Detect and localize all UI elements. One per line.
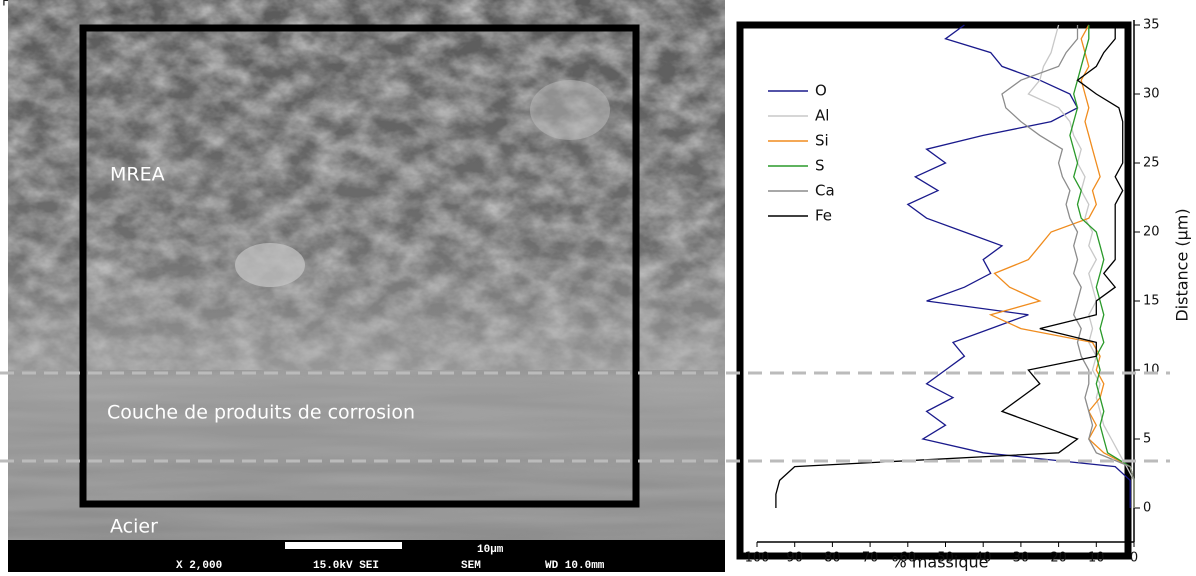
y-tick-label: 10 xyxy=(1143,363,1160,378)
x-tick-label: 100 xyxy=(745,551,770,566)
profile-line xyxy=(1001,25,1135,508)
y-tick-label: 15 xyxy=(1143,294,1160,309)
legend-label: S xyxy=(815,157,825,175)
legend-label: O xyxy=(815,82,827,100)
info-text: SEM xyxy=(461,560,481,572)
y-tick-label: 35 xyxy=(1143,18,1160,33)
legend-label: Fe xyxy=(815,207,832,225)
x-tick-label: 10 xyxy=(1088,551,1105,566)
region-label: Couche de produits de corrosion xyxy=(107,402,415,424)
profile-line xyxy=(1069,25,1135,508)
y-tick-label: 20 xyxy=(1143,225,1160,240)
y-axis-label: Distance (µm) xyxy=(1173,208,1192,321)
profile-line xyxy=(988,24,1135,508)
y-tick-label: 5 xyxy=(1143,432,1151,447)
sem-image: MREA Couche de produits de corrosion Aci… xyxy=(8,0,725,572)
info-text: WD 10.0mm xyxy=(545,560,605,572)
chart-frame xyxy=(736,21,1132,560)
profile-line xyxy=(775,25,1124,508)
x-tick-label: 80 xyxy=(824,551,841,566)
info-text: 15.0kV SEI xyxy=(313,560,379,572)
region-label: Acier xyxy=(110,516,158,538)
x-tick-label: 0 xyxy=(1130,551,1138,566)
info-text: X 2,000 xyxy=(176,560,222,572)
x-tick-label: 40 xyxy=(975,551,992,566)
x-tick-label: 90 xyxy=(786,551,803,566)
scale-text: 10µm xyxy=(477,544,504,556)
legend-label: Si xyxy=(815,132,829,150)
region-label: MREA xyxy=(110,164,165,186)
y-tick-label: 25 xyxy=(1143,156,1160,171)
x-tick-label: 70 xyxy=(862,551,879,566)
legend-label: Ca xyxy=(815,182,835,200)
x-tick-label: 20 xyxy=(1050,551,1067,566)
x-axis-label: % massique xyxy=(892,553,989,572)
x-tick-label: 30 xyxy=(1013,551,1030,566)
chart: 100 90 80 70 60 50 40 30 20 10 005101520253035OAlS… xyxy=(745,18,1160,566)
x-tick-label: 50 xyxy=(937,551,954,566)
x-tick-label: 60 xyxy=(900,551,917,566)
y-tick-label: 30 xyxy=(1143,87,1160,102)
y-tick-label: 0 xyxy=(1143,501,1151,516)
profile-line xyxy=(1027,24,1135,508)
legend-label: Al xyxy=(815,107,829,125)
